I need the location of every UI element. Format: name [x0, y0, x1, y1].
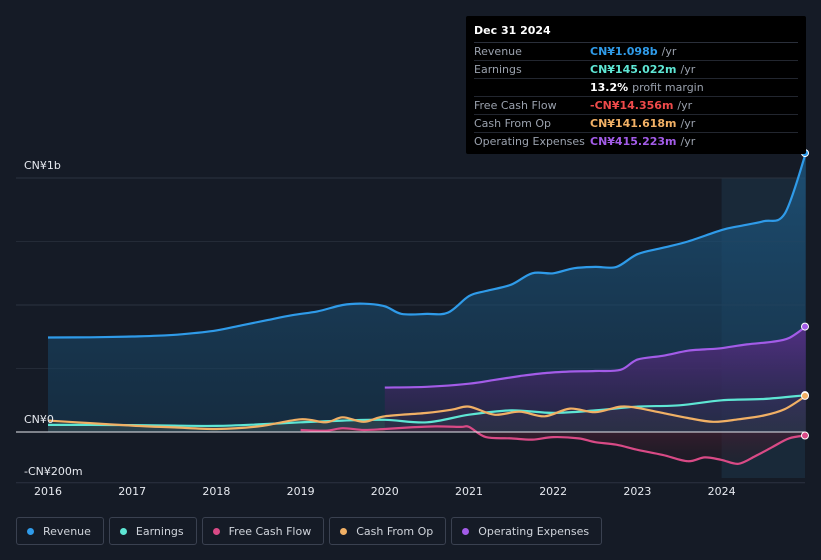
x-axis-label: 2021	[455, 485, 483, 498]
tooltip-unit: /yr	[661, 45, 677, 58]
cash-from-op-end-point	[801, 391, 809, 400]
x-axis-label: 2017	[118, 485, 146, 498]
y-axis-label: CN¥1b	[24, 159, 61, 172]
x-axis-label: 2024	[708, 485, 736, 498]
tooltip-row-cash-from-op: Cash From Op CN¥141.618m /yr	[474, 115, 798, 133]
x-axis-label: 2019	[287, 485, 315, 498]
operating-expenses-end-point	[801, 322, 809, 331]
legend-item-revenue[interactable]: Revenue	[16, 517, 104, 545]
tooltip-value: CN¥141.618m	[590, 117, 677, 130]
tooltip-label: Earnings	[474, 63, 522, 76]
legend-label: Revenue	[43, 524, 91, 538]
x-axis-label: 2022	[539, 485, 567, 498]
tooltip-label: Operating Expenses	[474, 135, 585, 148]
tooltip-label: Free Cash Flow	[474, 99, 557, 112]
x-axis-label: 2016	[34, 485, 62, 498]
data-tooltip: Dec 31 2024 Revenue CN¥1.098b /yr Earnin…	[466, 16, 806, 154]
x-axis-label: 2023	[623, 485, 651, 498]
legend-dot-icon	[27, 527, 34, 535]
chart-legend: Revenue Earnings Free Cash Flow Cash Fro…	[16, 517, 607, 545]
x-axis-label: 2018	[202, 485, 230, 498]
tooltip-unit: /yr	[680, 63, 696, 76]
tooltip-row-revenue: Revenue CN¥1.098b /yr	[474, 43, 798, 61]
earnings-line	[47, 394, 806, 428]
legend-item-earnings[interactable]: Earnings	[108, 517, 197, 545]
legend-item-free-cash-flow[interactable]: Free Cash Flow	[201, 517, 325, 545]
tooltip-label: Cash From Op	[474, 117, 552, 130]
tooltip-row-profit-margin: 13.2% profit margin	[474, 79, 798, 97]
tooltip-value: 13.2%	[590, 81, 629, 94]
tooltip-unit: /yr	[677, 99, 693, 112]
legend-item-cash-from-op[interactable]: Cash From Op	[329, 517, 447, 545]
tooltip-value: CN¥415.223m	[590, 135, 677, 148]
tooltip-value: -CN¥14.356m	[590, 99, 674, 112]
legend-label: Earnings	[135, 524, 184, 538]
free-cash-flow-area	[300, 426, 806, 464]
tooltip-value: CN¥1.098b	[590, 45, 658, 58]
tooltip-row-free-cash-flow: Free Cash Flow -CN¥14.356m /yr	[474, 97, 798, 115]
tooltip-row-operating-expenses: Operating Expenses CN¥415.223m /yr	[474, 133, 798, 150]
tooltip-unit: /yr	[680, 117, 696, 130]
free-cash-flow-line	[300, 425, 806, 465]
legend-label: Free Cash Flow	[228, 524, 312, 538]
cash-from-op-line	[47, 394, 807, 431]
tooltip-label	[474, 79, 590, 96]
y-axis-label: -CN¥200m	[24, 465, 83, 478]
legend-dot-icon	[462, 527, 470, 535]
legend-dot-icon	[119, 527, 127, 535]
tooltip-unit: /yr	[680, 135, 696, 148]
legend-label: Operating Expenses	[478, 524, 590, 538]
legend-dot-icon	[212, 527, 220, 535]
tooltip-label: Revenue	[474, 45, 522, 58]
legend-dot-icon	[340, 527, 348, 535]
tooltip-row-earnings: Earnings CN¥145.022m /yr	[474, 61, 798, 79]
tooltip-date: Dec 31 2024	[474, 24, 798, 43]
legend-label: Cash From Op	[356, 524, 434, 538]
operating-expenses-area	[384, 326, 806, 432]
revenue-line	[47, 152, 807, 339]
legend-item-operating-expenses[interactable]: Operating Expenses	[451, 517, 603, 545]
operating-expenses-line	[384, 325, 807, 389]
tooltip-unit: profit margin	[632, 81, 704, 94]
revenue-area	[48, 153, 806, 432]
y-axis-label: CN¥0	[24, 413, 54, 426]
free-cash-flow-end-point	[801, 431, 809, 440]
tooltip-value: CN¥145.022m	[590, 63, 677, 76]
x-axis-label: 2020	[371, 485, 399, 498]
